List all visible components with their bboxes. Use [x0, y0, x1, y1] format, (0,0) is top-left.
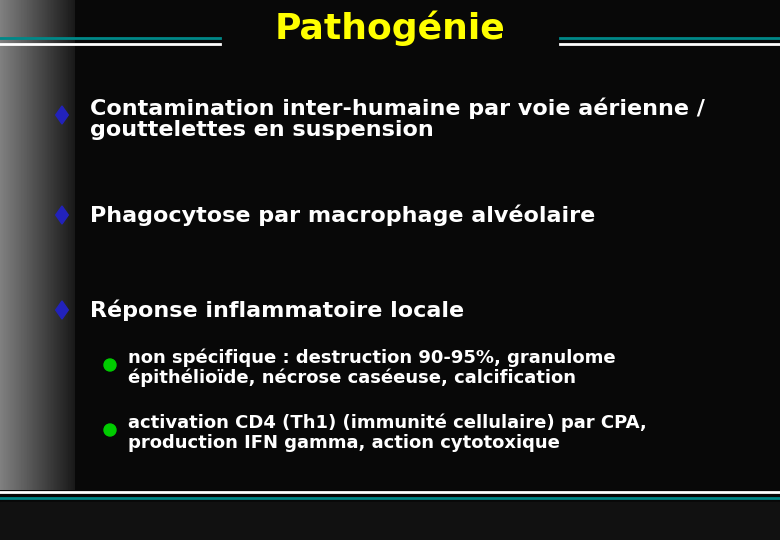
Polygon shape [55, 106, 69, 124]
Polygon shape [55, 206, 69, 224]
Text: production IFN gamma, action cytotoxique: production IFN gamma, action cytotoxique [128, 434, 560, 452]
Text: Contamination inter-humaine par voie aérienne /: Contamination inter-humaine par voie aér… [90, 97, 705, 119]
Text: Réponse inflammatoire locale: Réponse inflammatoire locale [90, 299, 464, 321]
Text: non spécifique : destruction 90-95%, granulome: non spécifique : destruction 90-95%, gra… [128, 349, 615, 367]
Circle shape [104, 424, 116, 436]
Text: Phagocytose par macrophage alvéolaire: Phagocytose par macrophage alvéolaire [90, 204, 595, 226]
Text: gouttelettes en suspension: gouttelettes en suspension [90, 120, 434, 140]
Polygon shape [55, 301, 69, 319]
Circle shape [104, 359, 116, 371]
Text: Pathogénie: Pathogénie [275, 10, 505, 46]
Text: épithélioïde, nécrose caséeuse, calcification: épithélioïde, nécrose caséeuse, calcific… [128, 369, 576, 387]
Bar [0, 502, 780, 540]
Text: activation CD4 (Th1) (immunité cellulaire) par CPA,: activation CD4 (Th1) (immunité cellulair… [128, 414, 647, 432]
